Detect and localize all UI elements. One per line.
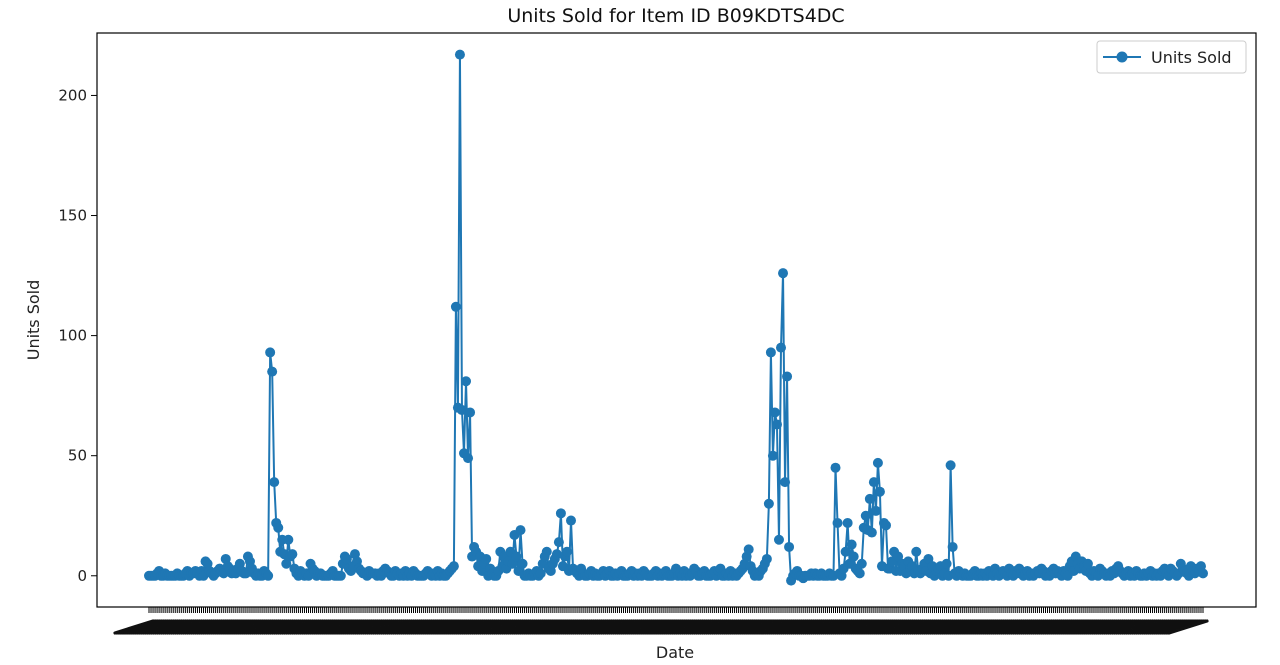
data-point [463, 453, 474, 464]
data-point [941, 558, 952, 569]
data-point [860, 510, 871, 521]
data-point [778, 268, 789, 279]
data-point [761, 553, 772, 564]
data-point [515, 525, 526, 536]
data-point [832, 517, 843, 528]
data-point [461, 376, 472, 387]
data-point [830, 462, 841, 473]
data-point [287, 549, 298, 560]
data-point [263, 570, 274, 581]
x-axis-label: Date [656, 643, 694, 662]
data-point [541, 546, 552, 557]
series-layer [144, 49, 1208, 586]
data-point [842, 517, 853, 528]
data-point [555, 508, 566, 519]
data-point [870, 505, 881, 516]
data-point [840, 546, 851, 557]
data-point [553, 537, 564, 548]
legend-marker-swatch [1116, 51, 1128, 63]
data-point [269, 477, 280, 488]
data-point [945, 460, 956, 471]
data-point [872, 457, 883, 468]
data-point [743, 544, 754, 555]
y-tick-label: 100 [58, 327, 87, 345]
data-point [767, 450, 778, 461]
data-point [566, 515, 576, 526]
data-point [465, 407, 476, 418]
data-point [448, 561, 459, 572]
data-point [535, 568, 546, 579]
data-point [846, 539, 857, 550]
data-point [273, 522, 284, 533]
data-point [911, 546, 922, 557]
x-tick-label-blur [1167, 619, 1209, 635]
data-point [481, 553, 492, 564]
y-tick-label: 50 [68, 447, 87, 465]
data-point [551, 549, 562, 560]
y-tick-label: 150 [58, 207, 87, 225]
data-point [782, 371, 793, 382]
y-axis: 0 50 100 150 200 [58, 86, 97, 585]
y-tick-label: 200 [58, 86, 87, 104]
y-tick-label: 0 [77, 567, 87, 585]
data-point [1198, 568, 1208, 579]
chart-title: Units Sold for Item ID B09KDTS4DC [507, 5, 844, 27]
data-point [283, 534, 294, 545]
legend-box [1096, 40, 1247, 74]
data-point [267, 366, 278, 377]
data-point [517, 558, 528, 569]
data-point [456, 405, 467, 416]
legend-label: Units Sold [1151, 48, 1232, 67]
series-line-units-sold [149, 53, 1204, 582]
data-point [848, 551, 859, 562]
data-point [511, 551, 522, 562]
data-point [763, 498, 774, 509]
data-point [864, 493, 875, 504]
data-point [335, 570, 346, 581]
data-point [784, 541, 795, 552]
data-point [450, 301, 461, 312]
data-point [776, 342, 786, 353]
plot-frame [96, 32, 1257, 608]
data-point [341, 553, 352, 564]
data-point [1082, 558, 1093, 569]
data-point [854, 568, 865, 579]
data-point [765, 347, 776, 358]
data-point [874, 486, 885, 497]
data-point [773, 534, 784, 545]
data-point [454, 49, 465, 60]
data-point [947, 541, 958, 552]
data-point [769, 407, 780, 418]
data-point [771, 419, 782, 430]
data-point [880, 520, 891, 531]
data-point [265, 347, 276, 358]
data-point [780, 477, 791, 488]
x-axis-ticks [113, 607, 1209, 635]
data-point [561, 546, 572, 557]
data-point [868, 477, 879, 488]
legend: Units Sold [1096, 40, 1247, 74]
y-axis-label: Units Sold [24, 280, 43, 361]
data-point [866, 527, 877, 538]
data-point [856, 558, 867, 569]
